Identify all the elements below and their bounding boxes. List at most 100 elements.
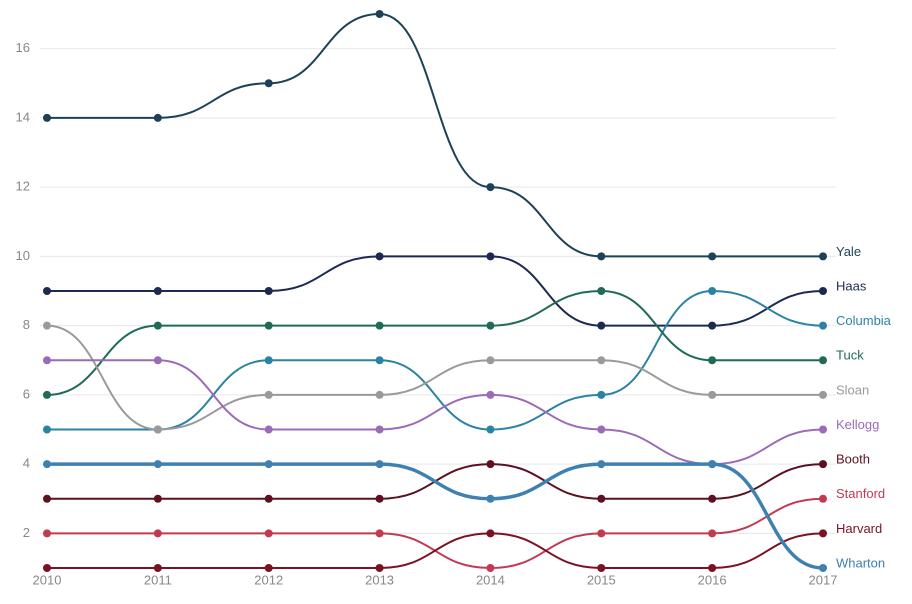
point bbox=[486, 356, 495, 365]
point bbox=[708, 390, 717, 399]
point bbox=[597, 390, 606, 399]
point bbox=[486, 321, 495, 330]
legend-label: Kellogg bbox=[836, 417, 879, 432]
legend-label: Sloan bbox=[836, 382, 869, 397]
point bbox=[708, 287, 717, 295]
y-tick-label: 6 bbox=[23, 386, 30, 401]
legend-label: Columbia bbox=[836, 313, 892, 328]
series-line bbox=[47, 532, 824, 569]
x-tick-label: 2014 bbox=[476, 572, 505, 587]
point bbox=[153, 356, 162, 365]
point bbox=[43, 321, 51, 330]
point bbox=[708, 494, 717, 503]
legend-label: Haas bbox=[836, 278, 867, 293]
point bbox=[375, 321, 384, 330]
point bbox=[597, 529, 606, 538]
point bbox=[43, 356, 51, 365]
point bbox=[819, 494, 827, 503]
point bbox=[153, 494, 162, 503]
point bbox=[486, 183, 495, 192]
point bbox=[264, 460, 273, 469]
point bbox=[43, 113, 51, 122]
x-tick-label: 2017 bbox=[809, 572, 838, 587]
point bbox=[43, 460, 51, 469]
point bbox=[264, 529, 273, 538]
point bbox=[375, 10, 384, 18]
point bbox=[264, 356, 273, 365]
point bbox=[597, 321, 606, 330]
point bbox=[264, 390, 273, 399]
point bbox=[375, 356, 384, 365]
legend-label: Booth bbox=[836, 452, 870, 467]
point bbox=[819, 564, 827, 572]
y-tick-label: 10 bbox=[16, 248, 30, 263]
point bbox=[708, 460, 717, 469]
point bbox=[819, 356, 827, 365]
point bbox=[597, 425, 606, 434]
point bbox=[486, 425, 495, 434]
series-line bbox=[47, 359, 824, 466]
point bbox=[375, 252, 384, 261]
point bbox=[486, 252, 495, 261]
point bbox=[375, 529, 384, 538]
point bbox=[486, 390, 495, 399]
point bbox=[486, 564, 495, 572]
point bbox=[375, 460, 384, 469]
point bbox=[486, 460, 495, 469]
x-tick-label: 2013 bbox=[365, 572, 394, 587]
x-tick-label: 2015 bbox=[587, 572, 616, 587]
legend-label: Wharton bbox=[836, 555, 885, 570]
point bbox=[819, 390, 827, 399]
point bbox=[264, 287, 273, 295]
series-line bbox=[46, 12, 823, 258]
point bbox=[43, 390, 51, 399]
point bbox=[597, 356, 606, 365]
point bbox=[43, 425, 51, 434]
point bbox=[597, 287, 606, 295]
point bbox=[264, 79, 273, 88]
point bbox=[708, 564, 717, 572]
point bbox=[153, 287, 162, 295]
point bbox=[43, 529, 51, 538]
point bbox=[597, 564, 606, 572]
point bbox=[819, 425, 827, 434]
y-tick-label: 4 bbox=[23, 456, 30, 471]
point bbox=[375, 390, 384, 399]
point bbox=[819, 252, 827, 261]
x-tick-label: 2011 bbox=[144, 572, 172, 587]
point bbox=[153, 460, 162, 469]
point bbox=[264, 425, 273, 434]
point bbox=[375, 564, 384, 572]
point bbox=[43, 564, 51, 572]
point bbox=[708, 356, 717, 365]
point bbox=[153, 113, 162, 122]
point bbox=[708, 321, 717, 330]
legend-label: Yale bbox=[836, 244, 861, 259]
legend-label: Tuck bbox=[836, 348, 864, 363]
x-tick-label: 2010 bbox=[33, 572, 62, 587]
series-line bbox=[46, 324, 823, 431]
point bbox=[153, 529, 162, 538]
point bbox=[819, 529, 827, 538]
y-tick-label: 16 bbox=[16, 40, 30, 55]
point bbox=[375, 494, 384, 503]
point bbox=[819, 287, 827, 295]
point bbox=[708, 529, 717, 538]
point bbox=[597, 494, 606, 503]
point bbox=[819, 321, 827, 330]
point bbox=[375, 425, 384, 434]
legend-label: Stanford bbox=[836, 486, 885, 501]
point bbox=[819, 460, 827, 469]
point bbox=[486, 494, 495, 503]
point bbox=[43, 494, 51, 503]
series-line bbox=[46, 462, 824, 570]
point bbox=[153, 321, 162, 330]
point bbox=[43, 287, 51, 295]
series-line bbox=[46, 255, 824, 327]
point bbox=[153, 564, 162, 572]
point bbox=[264, 564, 273, 572]
point bbox=[597, 252, 606, 261]
y-tick-label: 2 bbox=[23, 525, 30, 540]
point bbox=[486, 529, 495, 538]
point bbox=[264, 494, 273, 503]
